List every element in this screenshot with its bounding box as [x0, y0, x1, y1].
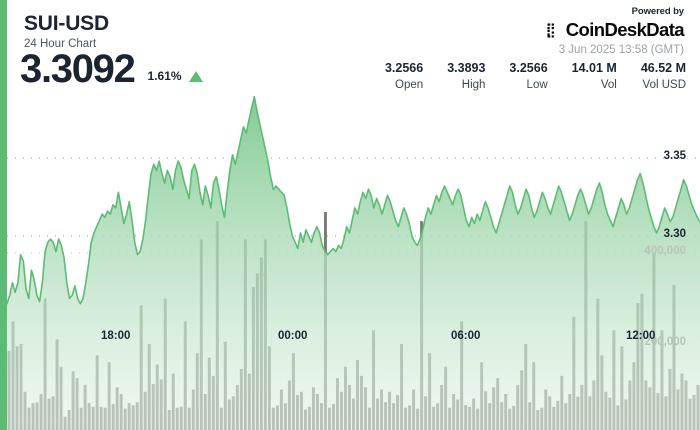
change-percent: 1.61% — [147, 69, 182, 83]
page-title: SUI-USD — [24, 12, 109, 35]
coindesk-mark-icon — [547, 22, 554, 38]
stat-label: Vol USD — [642, 79, 686, 91]
volume-axis-label-200000: 200,000 — [644, 336, 686, 348]
price-row: 3.3092 1.61% — [20, 48, 203, 90]
accent-bar — [0, 0, 7, 430]
stat-low: 3.2566 Low — [509, 60, 547, 93]
stat-label: Vol — [600, 79, 617, 91]
brand-name: CoinDeskData — [565, 19, 685, 40]
stat-label: Low — [526, 79, 548, 91]
stat-value: 3.3893 — [447, 61, 486, 75]
stat-value: 3.2566 — [384, 61, 424, 75]
stat-label: Open — [395, 79, 424, 91]
volume-axis-label-400000: 400,000 — [644, 245, 686, 257]
brand-row[interactable]: CoinDeskData — [547, 19, 685, 40]
time-axis-label-0600: 06:00 — [451, 330, 481, 342]
stat-high: 3.3893 High — [447, 60, 485, 93]
stat-vol-usd: 46.52 M Vol USD — [641, 60, 686, 93]
powered-by-label: Powered by — [631, 6, 684, 17]
widget-header: SUI-USD 24 Hour Chart 3.3092 1.61% Power… — [0, 0, 700, 100]
stat-value: 46.52 M — [640, 61, 686, 75]
time-axis-label-0000: 00:00 — [278, 330, 308, 342]
symbol-block: SUI-USD 24 Hour Chart — [24, 12, 109, 52]
price-axis-label-3.35: 3.35 — [663, 150, 686, 162]
timestamp: 3 Jun 2025 13:58 (GMT) — [558, 44, 684, 56]
time-axis-label-1800: 18:00 — [101, 330, 131, 342]
stat-value: 14.01 M — [571, 61, 617, 75]
stat-open: 3.2566 Open — [385, 60, 423, 93]
stat-label: High — [461, 79, 486, 91]
stats-row: 3.2566 Open 3.3893 High 3.2566 Low 14.01 M Vol 4… — [361, 60, 686, 93]
time-axis-label-1200: 12:00 — [626, 330, 656, 342]
brand-block: Powered by CoinDeskData 3 Jun 2025 13:58… — [547, 6, 685, 57]
stat-vol: 14.01 M Vol — [572, 60, 617, 93]
price-area-fill — [7, 96, 700, 430]
price-change: 1.61% — [148, 69, 203, 83]
triangle-up-icon — [188, 70, 203, 82]
stat-value: 3.2566 — [509, 61, 548, 75]
current-price: 3.3092 — [20, 47, 136, 91]
price-line — [6, 95, 700, 305]
price-axis-label-3.30: 3.30 — [663, 228, 686, 240]
chart-subtitle: 24 Hour Chart — [24, 38, 97, 50]
